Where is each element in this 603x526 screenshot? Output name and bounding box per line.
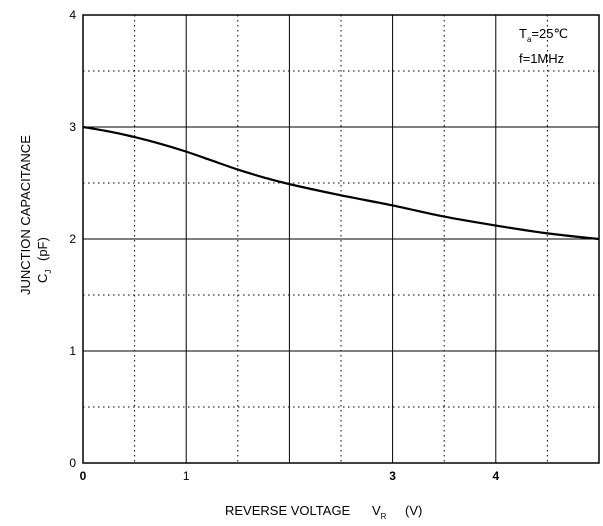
y-axis-symbol-line: CJ (pF) xyxy=(35,237,54,283)
y-axis-title: JUNCTION CAPACITANCE xyxy=(18,135,33,295)
y-tick-label: 4 xyxy=(69,8,76,22)
y-tick-label: 2 xyxy=(69,232,76,246)
annotation-temp-symbol: T xyxy=(519,26,527,41)
y-axis-symbol-subscript: J xyxy=(44,270,53,274)
x-axis-unit: (V) xyxy=(405,503,422,518)
x-tick-label: 0 xyxy=(80,469,87,483)
y-axis-unit: (pF) xyxy=(35,237,50,261)
x-axis-title: REVERSE VOLTAGE xyxy=(225,503,351,518)
series-line xyxy=(82,125,600,241)
major-grid xyxy=(83,15,599,463)
minor-grid xyxy=(83,15,599,463)
plot-frame xyxy=(82,14,600,464)
annotation-temp-value: =25℃ xyxy=(531,26,568,41)
tick-labels: 0 1 3 4 0 1 2 3 4 xyxy=(69,8,499,483)
x-tick-label: 3 xyxy=(389,469,396,483)
y-axis-symbol: C xyxy=(35,274,50,283)
y-tick-label: 3 xyxy=(69,120,76,134)
y-axis-label: JUNCTION CAPACITANCE CJ (pF) xyxy=(18,135,54,295)
x-axis-symbol-subscript: R xyxy=(381,512,387,521)
annotation-temp-subscript: a xyxy=(527,35,532,44)
series-layer xyxy=(82,125,600,241)
x-axis-symbol: V xyxy=(372,503,381,518)
y-tick-label: 0 xyxy=(69,456,76,470)
x-tick-label: 1 xyxy=(183,469,190,483)
annotation-temperature: Ta=25℃ xyxy=(519,26,568,44)
x-axis-label: REVERSE VOLTAGE VR (V) xyxy=(225,503,422,522)
x-tick-label: 4 xyxy=(492,469,499,483)
annotation-frequency: f=1MHz xyxy=(519,51,564,66)
y-tick-label: 1 xyxy=(69,344,76,358)
